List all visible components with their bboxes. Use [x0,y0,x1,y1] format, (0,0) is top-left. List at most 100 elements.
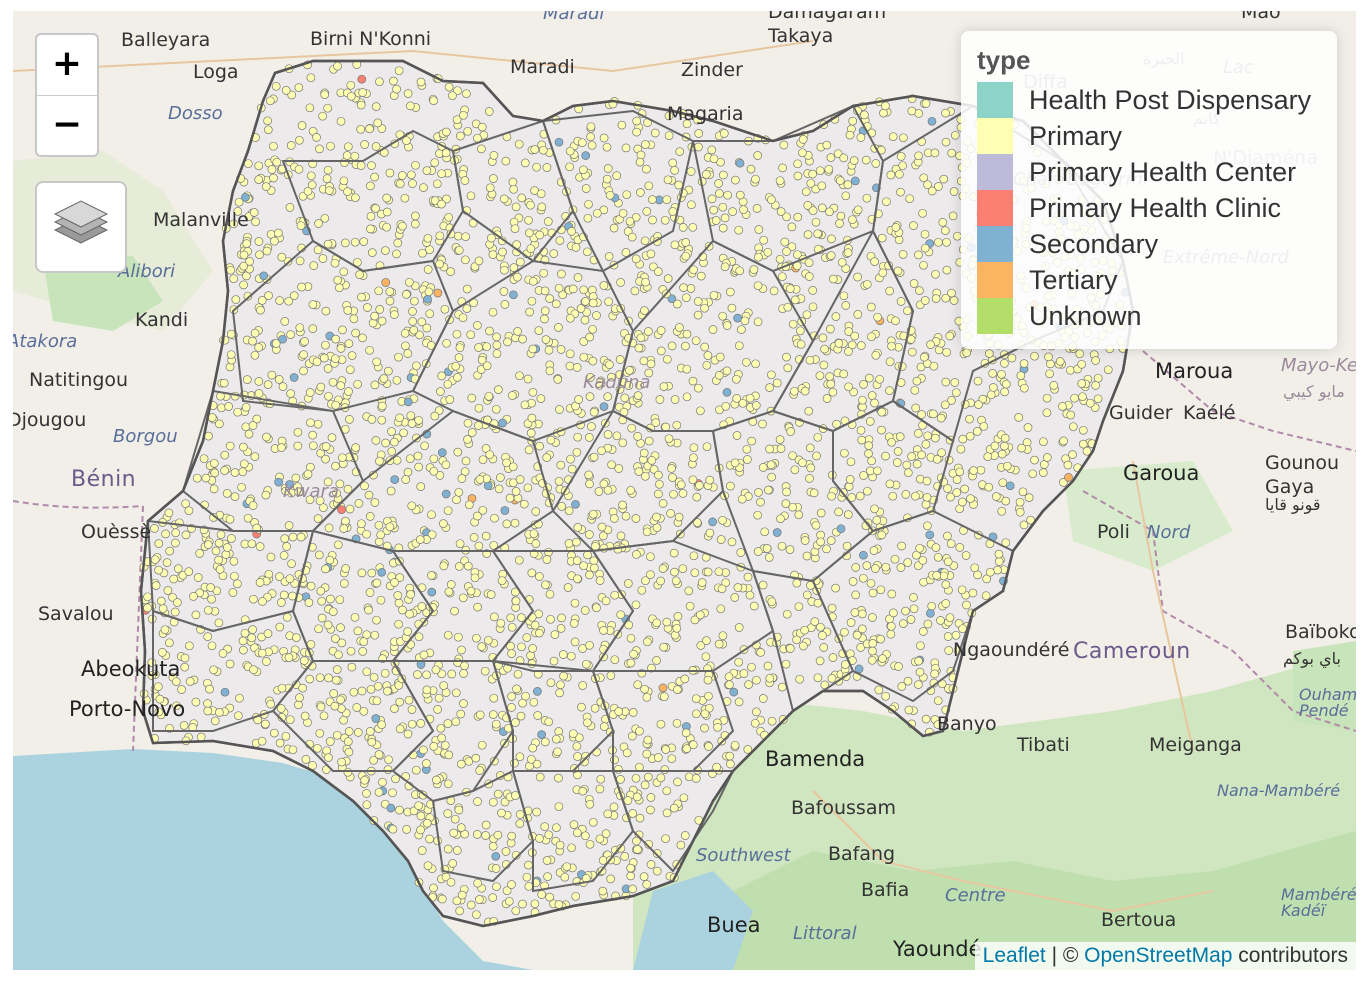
facility-point[interactable] [700,342,710,352]
facility-point[interactable] [825,207,834,217]
facility-point[interactable] [758,463,768,472]
facility-point[interactable] [573,432,583,442]
facility-point[interactable] [943,484,952,493]
facility-point[interactable] [798,458,807,468]
facility-point[interactable] [658,683,668,693]
facility-point[interactable] [696,641,706,650]
facility-point[interactable] [861,155,871,165]
facility-point[interactable] [885,357,895,367]
facility-point[interactable] [658,564,668,573]
facility-point[interactable] [981,591,991,601]
facility-point[interactable] [226,350,236,360]
facility-point[interactable] [886,170,896,180]
facility-point[interactable] [241,422,251,432]
facility-point[interactable] [804,258,814,268]
facility-point[interactable] [326,141,335,151]
facility-point[interactable] [554,323,563,332]
facility-point[interactable] [703,567,713,577]
facility-point[interactable] [923,180,932,190]
facility-point[interactable] [968,588,978,598]
facility-point[interactable] [843,510,853,519]
facility-point[interactable] [482,342,492,352]
facility-point[interactable] [404,695,414,705]
facility-point[interactable] [321,306,331,316]
facility-point[interactable] [395,697,405,707]
facility-point[interactable] [203,706,213,716]
facility-point[interactable] [353,257,362,267]
facility-point[interactable] [513,669,523,679]
facility-point[interactable] [839,291,849,301]
facility-point[interactable] [331,334,341,344]
facility-point[interactable] [631,254,641,264]
facility-point[interactable] [327,433,337,442]
facility-point[interactable] [350,237,360,247]
facility-point[interactable] [841,191,851,201]
facility-point[interactable] [994,549,1004,559]
facility-point[interactable] [631,600,641,610]
facility-point[interactable] [565,146,575,156]
facility-point[interactable] [353,626,363,636]
facility-point[interactable] [443,779,453,789]
facility-point[interactable] [407,719,417,729]
facility-point[interactable] [351,328,360,338]
facility-point[interactable] [743,572,753,582]
facility-point[interactable] [299,366,308,376]
facility-point[interactable] [626,871,636,881]
facility-point[interactable] [629,649,638,659]
facility-point[interactable] [458,313,468,323]
facility-point[interactable] [662,354,672,364]
facility-point[interactable] [994,557,1004,566]
facility-point[interactable] [1019,359,1029,368]
facility-point[interactable] [390,578,399,587]
facility-point[interactable] [580,315,590,325]
facility-point[interactable] [841,301,851,310]
facility-point[interactable] [627,423,637,433]
facility-point[interactable] [513,272,522,282]
facility-point[interactable] [808,169,817,179]
facility-point[interactable] [490,513,499,523]
facility-point[interactable] [427,510,436,520]
facility-point[interactable] [544,830,554,840]
facility-point[interactable] [653,267,663,276]
facility-point[interactable] [400,328,410,338]
facility-point[interactable] [874,685,884,695]
facility-point[interactable] [385,168,395,178]
facility-point[interactable] [177,685,186,694]
facility-point[interactable] [602,174,612,184]
facility-point[interactable] [722,321,732,330]
facility-point[interactable] [585,392,595,401]
facility-point[interactable] [737,494,747,504]
facility-point[interactable] [325,555,335,565]
facility-point[interactable] [556,624,566,633]
facility-point[interactable] [369,672,379,682]
facility-point[interactable] [432,179,442,189]
facility-point[interactable] [603,392,613,401]
facility-point[interactable] [488,893,498,902]
facility-point[interactable] [578,786,588,796]
facility-point[interactable] [323,620,333,630]
facility-point[interactable] [585,570,594,580]
facility-point[interactable] [718,223,728,233]
facility-point[interactable] [501,847,511,856]
facility-point[interactable] [254,237,264,246]
facility-point[interactable] [886,621,896,631]
facility-point[interactable] [306,73,316,83]
facility-point[interactable] [517,642,526,652]
facility-point[interactable] [439,519,448,528]
facility-point[interactable] [489,151,499,160]
facility-point[interactable] [343,187,352,196]
facility-point[interactable] [161,529,170,539]
facility-point[interactable] [876,585,886,595]
facility-point[interactable] [516,711,526,721]
facility-point[interactable] [450,814,460,824]
facility-point[interactable] [753,281,763,291]
facility-point[interactable] [1093,373,1103,383]
facility-point[interactable] [591,541,600,551]
facility-point[interactable] [553,375,563,384]
facility-point[interactable] [408,307,417,316]
facility-point[interactable] [909,279,919,288]
facility-point[interactable] [293,441,303,451]
facility-point[interactable] [155,694,165,704]
facility-point[interactable] [798,148,807,158]
facility-point[interactable] [329,689,339,698]
